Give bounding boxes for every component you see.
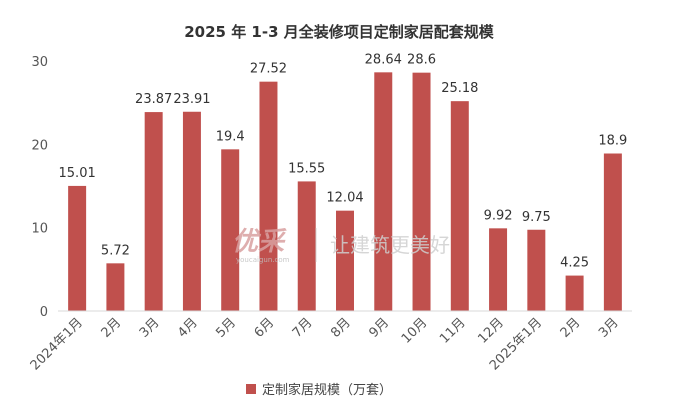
- data-label: 18.9: [598, 134, 627, 149]
- data-label: 25.18: [441, 81, 478, 96]
- data-label: 28.64: [365, 52, 402, 67]
- watermark-logo: 优采: [232, 227, 287, 257]
- x-tick-label: 5月: [213, 315, 239, 341]
- x-tick-label: 8月: [328, 315, 354, 341]
- x-tick-label: 2024年1月: [28, 315, 86, 373]
- y-tick-label: 10: [31, 222, 48, 237]
- x-tick-label: 3月: [137, 315, 163, 341]
- bar: [565, 275, 584, 311]
- bar: [259, 81, 278, 312]
- bar: [527, 229, 546, 311]
- bar: [374, 72, 393, 311]
- data-label: 23.91: [173, 92, 210, 107]
- bar: [221, 149, 240, 311]
- x-tick-label: 6月: [252, 315, 278, 341]
- x-tick-label: 4月: [175, 315, 201, 341]
- legend-label: 定制家居规模（万套）: [262, 382, 392, 398]
- bar: [412, 72, 431, 312]
- x-tick-label: 9月: [366, 315, 392, 341]
- data-label: 9.75: [522, 210, 551, 225]
- data-label: 12.04: [326, 191, 363, 206]
- x-tick-label: 2月: [558, 315, 584, 341]
- data-label: 9.92: [484, 208, 513, 223]
- x-tick-label: 10月: [399, 315, 430, 346]
- x-tick-label: 11月: [437, 315, 468, 346]
- bar: [450, 101, 469, 312]
- data-label: 15.01: [59, 166, 96, 181]
- data-label: 23.87: [135, 92, 172, 107]
- x-tick-label: 12月: [475, 315, 506, 346]
- y-tick-label: 30: [31, 55, 48, 70]
- data-label: 5.72: [101, 243, 130, 258]
- bars-layer: [68, 72, 622, 312]
- watermark: 优采 youcaigun.com 让建筑更美好: [232, 227, 450, 264]
- bar: [489, 228, 508, 311]
- watermark-subtext: youcaigun.com: [236, 256, 290, 264]
- bar: [106, 263, 125, 311]
- chart-title: 2025 年 1-3 月全装修项目定制家居配套规模: [184, 23, 495, 41]
- x-tick-label: 2月: [99, 315, 125, 341]
- data-label: 19.4: [216, 129, 245, 144]
- bar: [144, 112, 163, 311]
- y-tick-label: 20: [31, 138, 48, 153]
- data-label: 27.52: [250, 62, 287, 77]
- data-label: 4.25: [560, 256, 589, 271]
- bar: [297, 181, 316, 311]
- watermark-slogan: 让建筑更美好: [330, 233, 450, 257]
- bar: [182, 111, 201, 311]
- legend: 定制家居规模（万套）: [246, 382, 392, 398]
- bar: [68, 185, 87, 311]
- bar: [603, 153, 622, 311]
- x-tick-label: 3月: [596, 315, 622, 341]
- legend-swatch: [246, 384, 256, 394]
- data-label: 15.55: [288, 161, 325, 176]
- data-label: 28.6: [407, 53, 436, 68]
- bar: [336, 210, 354, 311]
- x-tick-label: 7月: [290, 315, 316, 341]
- y-axis: 0 10 20 30: [31, 55, 48, 320]
- y-tick-label: 0: [40, 305, 48, 320]
